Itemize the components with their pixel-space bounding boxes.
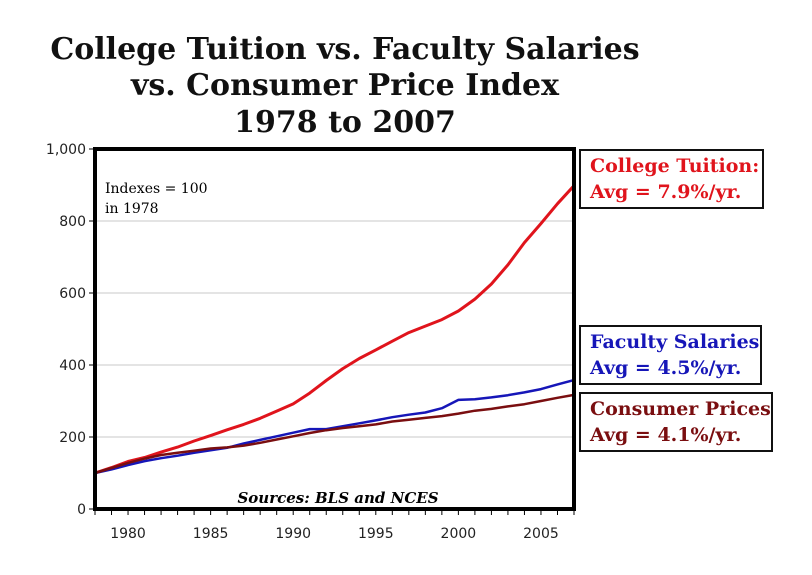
chart-title-line-3: 1978 to 2007	[234, 105, 456, 140]
x-tick-label: 1985	[193, 526, 229, 542]
legend-cpi-avg: Avg = 4.1%/yr.	[590, 424, 742, 446]
series-lines	[94, 184, 576, 475]
source-note: Sources: BLS and NCES	[237, 489, 438, 507]
legend-tuition: College Tuition: Avg = 7.9%/yr.	[579, 149, 764, 209]
y-tick-label: 0	[77, 502, 86, 518]
y-tick-label: 600	[59, 286, 86, 302]
legend-faculty-name: Faculty Salaries	[590, 331, 760, 353]
legend-tuition-avg: Avg = 7.9%/yr.	[590, 181, 742, 203]
y-tick-label: 200	[59, 430, 86, 446]
chart-title-line-1: College Tuition vs. Faculty Salaries	[50, 32, 640, 67]
y-tick-label: 400	[59, 358, 86, 374]
index-note-line-1: Indexes = 100	[105, 181, 208, 197]
legend-cpi-name: Consumer Prices	[590, 398, 771, 420]
index-note-line-2: in 1978	[105, 201, 159, 217]
x-axis-ticks: 1980 1985 1990 1995 2000 2005	[94, 509, 575, 542]
x-tick-label: 2000	[441, 526, 477, 542]
gridlines	[95, 220, 574, 438]
plot-frame	[93, 147, 576, 511]
series-line-consumer-prices	[94, 393, 575, 475]
legend-faculty: Faculty Salaries Avg = 4.5%/yr.	[579, 325, 762, 385]
legend-faculty-avg: Avg = 4.5%/yr.	[590, 357, 742, 379]
chart-title-line-2: vs. Consumer Price Index	[130, 68, 560, 103]
x-tick-label: 1990	[275, 526, 311, 542]
x-tick-label: 1980	[110, 526, 146, 542]
series-line-college-tuition	[94, 184, 576, 475]
y-axis-ticks: 0 200 400 600 800 1,000	[46, 142, 95, 518]
legend-tuition-name: College Tuition:	[590, 155, 760, 177]
x-tick-label: 1995	[358, 526, 394, 542]
series-line-faculty-salaries	[94, 378, 575, 475]
legend-cpi: Consumer Prices Avg = 4.1%/yr.	[579, 392, 773, 452]
y-tick-label: 800	[59, 214, 86, 230]
x-tick-label: 2005	[523, 526, 559, 542]
y-tick-label: 1,000	[46, 142, 86, 158]
